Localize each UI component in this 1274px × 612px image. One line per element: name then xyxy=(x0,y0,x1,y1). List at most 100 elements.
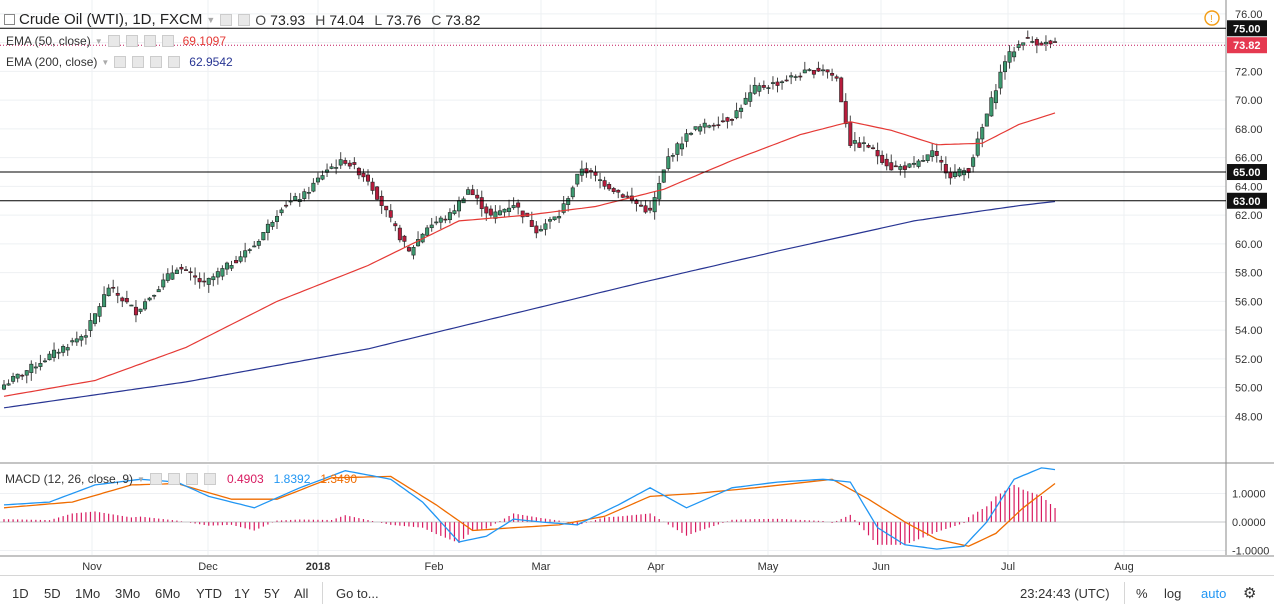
gear-icon[interactable]: ⚙ xyxy=(1243,585,1257,602)
price-tick-label: 64.00 xyxy=(1235,181,1263,193)
candle-down xyxy=(202,280,207,283)
dropdown-icon[interactable]: ▼ xyxy=(206,14,216,25)
candle-down xyxy=(402,235,407,242)
range-1mo-button[interactable]: 1Mo xyxy=(75,586,101,601)
candle-down xyxy=(761,85,766,88)
dropdown-icon[interactable]: ▼ xyxy=(101,57,110,67)
price-chart[interactable]: 48.00 50.00 52.00 54.00 56.00 58.00 60.00 62.00… xyxy=(0,0,1274,575)
candle-up xyxy=(670,155,675,157)
candle-up xyxy=(861,142,866,144)
eye-icon[interactable] xyxy=(220,13,233,26)
candle-down xyxy=(729,118,734,121)
candle-up xyxy=(852,140,857,144)
candle-up xyxy=(425,227,430,236)
candle-up xyxy=(707,125,712,128)
candle-up xyxy=(1,384,7,390)
candle-down xyxy=(393,223,398,227)
range-3mo-button[interactable]: 3Mo xyxy=(115,586,141,601)
candle-down xyxy=(1048,40,1053,45)
candle-up xyxy=(70,340,75,343)
candle-down xyxy=(811,69,816,75)
range-ytd-button[interactable]: YTD xyxy=(196,586,222,601)
candle-down xyxy=(725,117,730,122)
close-icon[interactable] xyxy=(168,56,181,68)
time-tick-label: Mar xyxy=(532,561,551,573)
auto-toggle[interactable]: auto xyxy=(1201,586,1227,601)
level-65-label-bg xyxy=(1227,164,1267,181)
range-5y-button[interactable]: 5Y xyxy=(264,586,280,601)
level-63-label: 63.00 xyxy=(1233,196,1261,208)
open-label: O xyxy=(255,11,267,28)
range-1d-button[interactable]: 1D xyxy=(12,586,29,601)
symbol-title[interactable]: Crude Oil (WTI), 1D, FXCM xyxy=(19,11,203,28)
ema50-label[interactable]: EMA (50, close) xyxy=(6,34,91,48)
candle-down xyxy=(470,189,475,196)
candle-down xyxy=(648,207,653,211)
close-icon[interactable] xyxy=(203,473,216,485)
settings-icon[interactable] xyxy=(125,35,138,47)
percent-toggle[interactable]: % xyxy=(1136,586,1148,601)
ema200-label[interactable]: EMA (200, close) xyxy=(6,55,98,69)
ema200-line xyxy=(3,200,1056,409)
candle-up xyxy=(693,126,698,130)
candle-up xyxy=(174,269,179,274)
goto-button[interactable]: Go to... xyxy=(336,586,379,601)
candle-up xyxy=(256,240,261,246)
candle-down xyxy=(611,188,616,192)
candle-up xyxy=(170,272,175,280)
more-icon[interactable] xyxy=(150,56,163,68)
collapse-legend-icon[interactable] xyxy=(4,14,15,25)
candle-up xyxy=(143,301,148,310)
range-6mo-button[interactable]: 6Mo xyxy=(155,586,181,601)
candle-down xyxy=(871,147,876,150)
candle-up xyxy=(921,160,926,162)
time-tick-label: Nov xyxy=(82,561,102,573)
ema200-legend[interactable]: EMA (200, close) ▼ 62.9542 xyxy=(6,55,233,69)
range-all-button[interactable]: All xyxy=(294,586,309,601)
eye-icon[interactable] xyxy=(107,35,120,47)
eye-icon[interactable] xyxy=(114,56,127,68)
candle-down xyxy=(616,189,621,193)
candle-up xyxy=(1012,51,1017,58)
price-tick-label: 54.00 xyxy=(1235,325,1263,337)
candle-up xyxy=(452,210,457,214)
log-toggle[interactable]: log xyxy=(1164,586,1182,601)
candle-up xyxy=(265,223,270,233)
more-icon[interactable] xyxy=(143,35,156,47)
candle-down xyxy=(634,199,639,204)
candle-down xyxy=(638,204,643,207)
candle-down xyxy=(830,73,835,76)
candle-up xyxy=(689,132,694,135)
clock-text: 23:24:43 (UTC) xyxy=(1020,586,1110,601)
macd-label[interactable]: MACD (12, 26, close, 9) xyxy=(5,472,134,486)
candle-up xyxy=(329,166,334,169)
ema50-legend[interactable]: EMA (50, close) ▼ 69.1097 xyxy=(6,34,226,48)
candle-up xyxy=(780,81,785,84)
candle-up xyxy=(739,107,744,112)
close-icon[interactable] xyxy=(161,35,174,47)
candle-up xyxy=(743,97,748,105)
candle-up xyxy=(215,271,220,278)
time-tick-label: Feb xyxy=(425,561,444,573)
dropdown-icon[interactable]: ▼ xyxy=(137,474,145,484)
settings-icon[interactable] xyxy=(132,56,145,68)
settings-icon[interactable] xyxy=(238,13,251,26)
candle-down xyxy=(475,194,480,199)
macd-legend[interactable]: MACD (12, 26, close, 9) ▼ 0.4903 1.8392 … xyxy=(5,472,357,486)
candle-up xyxy=(766,87,771,89)
last-price-label-bg xyxy=(1227,37,1267,54)
dropdown-icon[interactable]: ▼ xyxy=(94,36,103,46)
candle-down xyxy=(133,306,138,316)
eye-icon[interactable] xyxy=(149,473,162,485)
range-1y-button[interactable]: 1Y xyxy=(234,586,250,601)
candle-down xyxy=(643,205,648,213)
settings-icon[interactable] xyxy=(167,473,180,485)
candle-up xyxy=(270,222,275,227)
last-price-label: 73.82 xyxy=(1233,40,1261,52)
range-5d-button[interactable]: 5D xyxy=(44,586,61,601)
candle-up xyxy=(261,232,266,241)
candle-down xyxy=(875,150,880,157)
more-icon[interactable] xyxy=(185,473,198,485)
candle-up xyxy=(11,376,16,382)
candle-down xyxy=(848,121,853,146)
